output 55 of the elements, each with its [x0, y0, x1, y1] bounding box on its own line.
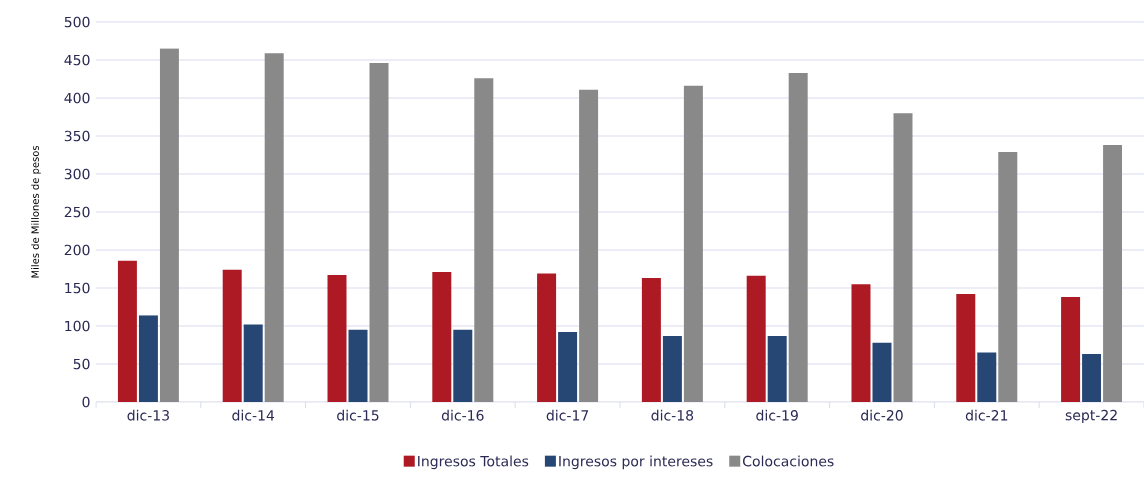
bar — [138, 315, 158, 402]
y-tick-label: 50 — [73, 358, 90, 370]
x-tick-label: dic-16 — [441, 409, 484, 421]
bar — [872, 342, 892, 402]
y-tick-label: 0 — [82, 396, 90, 408]
legend-label: Ingresos por intereses — [559, 455, 713, 470]
x-tick-label: dic-19 — [756, 409, 798, 421]
bar — [788, 72, 808, 402]
bar — [998, 151, 1018, 402]
bar — [1103, 145, 1123, 402]
x-tick-label: dic-14 — [232, 409, 275, 421]
bar — [956, 294, 976, 402]
bar — [243, 324, 263, 402]
bar — [767, 335, 787, 402]
bar — [537, 273, 557, 402]
x-tick-label: dic-17 — [546, 409, 589, 421]
bar — [432, 272, 452, 402]
legend-label: Ingresos Totales — [418, 455, 529, 470]
bar — [893, 113, 913, 402]
x-tick-label: dic-18 — [651, 409, 694, 421]
bar — [977, 352, 997, 402]
y-tick-label: 400 — [64, 92, 90, 104]
bar — [117, 260, 137, 402]
y-tick-label: 350 — [64, 130, 90, 142]
x-tick-label: dic-21 — [965, 409, 1008, 421]
bar — [159, 48, 179, 402]
y-tick-label: 500 — [64, 16, 90, 28]
y-tick-label: 100 — [65, 320, 90, 332]
bar — [1082, 354, 1102, 402]
x-tick-label: sept-22 — [1065, 409, 1117, 424]
y-axis-title: Miles de Millones de pesos — [31, 145, 41, 278]
y-tick-label: 200 — [64, 244, 90, 256]
bar — [264, 53, 284, 402]
legend-label: Colocaciones — [743, 455, 834, 467]
x-tick-label: dic-20 — [861, 409, 903, 421]
bar — [222, 269, 242, 402]
bar — [662, 335, 682, 402]
x-tick-label: dic-13 — [127, 409, 169, 421]
bar — [579, 89, 599, 402]
bar — [641, 278, 661, 402]
y-tick-label: 150 — [65, 282, 90, 294]
bar — [1061, 297, 1081, 402]
y-tick-label: 250 — [64, 206, 90, 218]
bar — [327, 275, 347, 402]
bar — [746, 275, 766, 402]
bar — [348, 329, 368, 402]
bar — [851, 284, 871, 402]
bar — [453, 329, 473, 402]
y-tick-label: 300 — [64, 168, 90, 180]
bar — [558, 332, 578, 402]
bar — [474, 78, 494, 402]
bar — [683, 85, 703, 402]
bar — [369, 63, 389, 402]
y-tick-label: 450 — [64, 54, 90, 66]
x-tick-label: dic-15 — [337, 409, 379, 421]
